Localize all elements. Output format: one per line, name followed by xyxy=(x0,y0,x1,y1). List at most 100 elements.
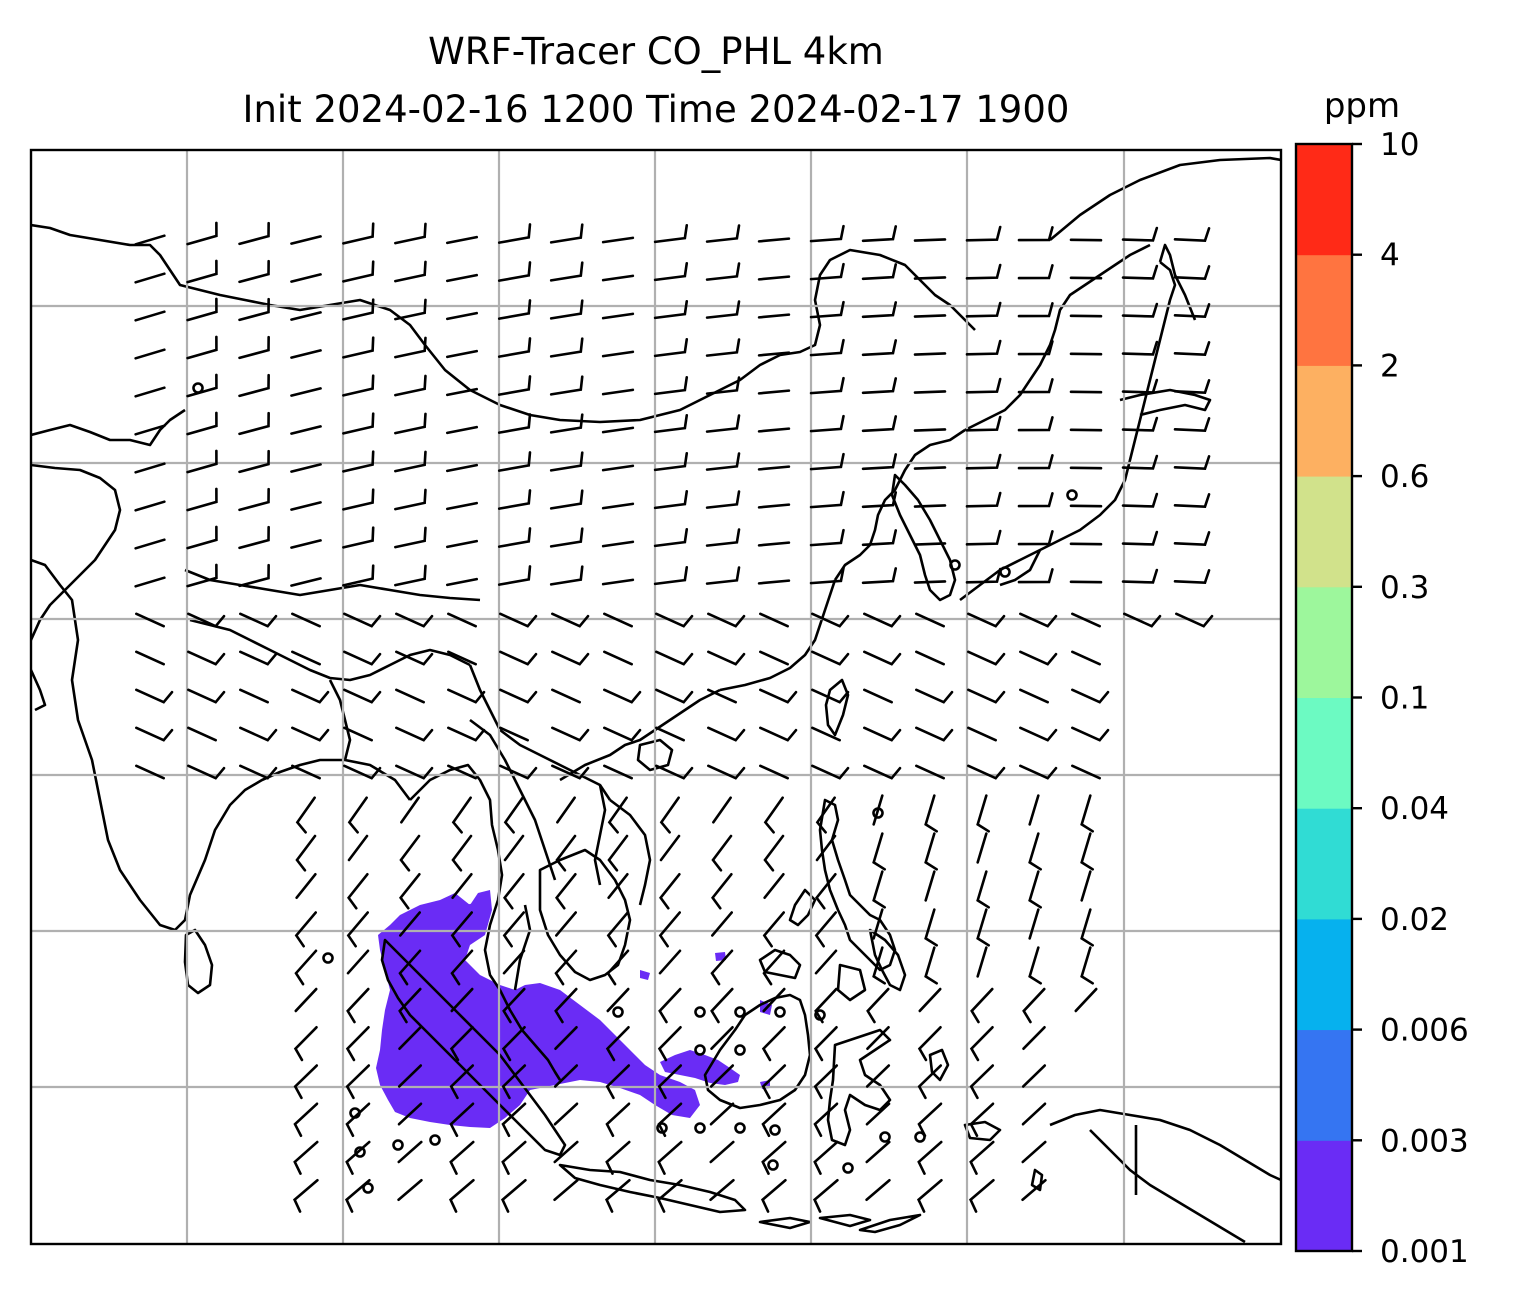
wind-barb xyxy=(601,578,635,586)
wind-barb xyxy=(134,462,166,474)
wind-barb xyxy=(1017,264,1054,280)
wind-barb xyxy=(343,612,382,628)
wind-barb xyxy=(709,1140,735,1164)
wind-barb xyxy=(655,612,694,628)
wind-barb xyxy=(394,260,427,283)
wind-barb xyxy=(1028,946,1042,985)
wind-barb xyxy=(1017,378,1054,394)
wind-barb xyxy=(501,1064,527,1100)
wind-barb xyxy=(967,688,1006,704)
wind-barb xyxy=(503,796,524,834)
wind-barb xyxy=(293,1140,319,1175)
wind-barb xyxy=(705,224,741,243)
wind-barb xyxy=(449,1064,475,1100)
wind-barb xyxy=(186,335,218,360)
wind-barb xyxy=(705,566,741,585)
wind-barb xyxy=(917,1140,943,1175)
calm-wind-marker xyxy=(392,1139,404,1151)
wind-barb xyxy=(1080,832,1094,871)
wind-barb xyxy=(976,946,988,978)
wind-barb xyxy=(861,453,898,471)
wind-barb xyxy=(343,688,382,704)
wind-barb xyxy=(915,764,945,780)
wind-barb xyxy=(924,946,938,985)
wind-barb xyxy=(1028,908,1040,940)
wind-barb xyxy=(606,949,630,986)
wind-barb xyxy=(135,650,165,666)
wind-barb xyxy=(449,1140,475,1175)
wind-barb xyxy=(1121,302,1159,318)
wind-barb xyxy=(290,235,322,245)
wind-barb xyxy=(814,911,837,948)
calm-wind-marker xyxy=(734,1044,746,1056)
wind-barb xyxy=(709,1102,735,1126)
wind-barb xyxy=(135,688,174,704)
wind-barb xyxy=(238,297,270,322)
wind-barb xyxy=(186,259,218,284)
wind-barb xyxy=(865,1178,891,1202)
wind-barb xyxy=(1019,726,1058,742)
wind-barb xyxy=(761,1064,787,1100)
wind-barb xyxy=(655,726,685,742)
wind-barb xyxy=(394,374,427,397)
wind-barb xyxy=(815,834,837,862)
wind-barb xyxy=(497,451,532,472)
wind-barb xyxy=(1017,416,1054,432)
wind-barb xyxy=(976,794,990,833)
wind-barb xyxy=(497,489,532,510)
colorbar-tick-label: 0.006 xyxy=(1380,1013,1469,1049)
wind-barb xyxy=(1173,531,1211,547)
wind-barb xyxy=(603,612,633,628)
wind-barb xyxy=(499,612,538,628)
wind-barb xyxy=(757,503,791,509)
wind-barb xyxy=(1173,417,1211,433)
wind-barb xyxy=(657,1064,683,1100)
wind-barb xyxy=(342,298,375,321)
wind-barb xyxy=(811,726,841,742)
wind-barb xyxy=(1022,1026,1046,1050)
wind-barb xyxy=(656,1178,683,1213)
calm-wind-marker xyxy=(999,566,1011,578)
wind-barb xyxy=(965,225,1002,242)
wind-barb xyxy=(811,764,850,780)
wind-barb xyxy=(134,500,166,512)
wind-barb xyxy=(549,261,584,282)
wind-barb xyxy=(399,834,421,872)
wind-barb xyxy=(238,221,270,246)
wind-barb xyxy=(290,349,322,359)
wind-barb xyxy=(1173,341,1211,357)
wind-barb xyxy=(1028,832,1042,871)
wind-barb xyxy=(342,412,375,435)
wind-barb xyxy=(135,612,165,628)
wind-barb xyxy=(707,650,746,666)
wind-barb xyxy=(345,1102,371,1138)
wind-barb xyxy=(965,453,1002,470)
wind-barb xyxy=(500,1178,527,1213)
wind-barb xyxy=(861,225,898,243)
wind-barb xyxy=(347,834,369,862)
wind-barb xyxy=(397,1102,423,1126)
wind-barb xyxy=(551,688,581,704)
wind-barb xyxy=(601,540,635,548)
calm-wind-marker xyxy=(767,1159,779,1171)
wind-barb xyxy=(809,262,845,281)
wind-barb xyxy=(238,411,270,436)
wind-barb xyxy=(917,1026,942,1062)
wind-barb xyxy=(549,565,584,586)
wind-barb xyxy=(290,425,322,435)
wind-barb xyxy=(710,987,734,1024)
wind-barb xyxy=(653,489,689,510)
wind-barb xyxy=(239,612,278,628)
wind-barb xyxy=(607,796,628,834)
wind-barb xyxy=(447,612,477,628)
wind-barb xyxy=(861,377,898,395)
wind-barb xyxy=(865,1064,891,1088)
colorbar-block xyxy=(1296,808,1352,920)
wind-barb xyxy=(293,1026,318,1062)
wind-barb xyxy=(655,650,694,666)
wind-barb xyxy=(294,987,318,1013)
wind-barb xyxy=(757,275,791,281)
wind-barb xyxy=(239,688,269,704)
wind-barb xyxy=(399,911,421,937)
wind-barb xyxy=(861,415,898,433)
